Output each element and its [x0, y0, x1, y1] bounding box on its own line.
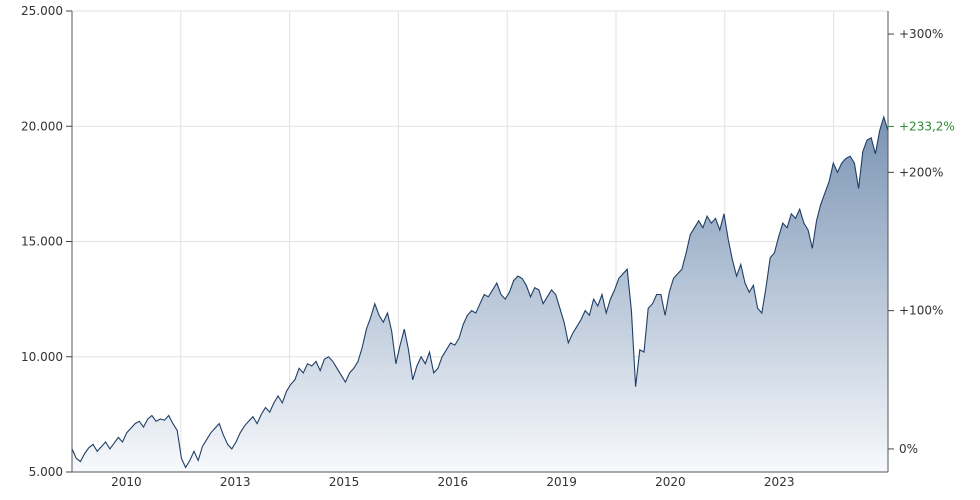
y-left-tick-label: 5.000	[29, 465, 63, 479]
y-left-tick-label: 20.000	[21, 119, 63, 133]
x-tick-label: 2019	[546, 475, 577, 489]
y-left-tick-label: 25.000	[21, 4, 63, 18]
current-change-label: +233,2%	[899, 119, 955, 133]
y-left-tick-label: 15.000	[21, 235, 63, 249]
x-tick-label: 2016	[438, 475, 469, 489]
y-right-tick-label: +200%	[899, 165, 943, 179]
x-tick-label: 2023	[764, 475, 795, 489]
x-tick-label: 2010	[111, 475, 142, 489]
x-tick-label: 2013	[220, 475, 251, 489]
y-right-tick-label: +100%	[899, 304, 943, 318]
x-tick-label: 2020	[655, 475, 686, 489]
y-right-tick-label: +300%	[899, 27, 943, 41]
y-left-tick-label: 10.000	[21, 350, 63, 364]
axes: 5.000 10.000 15.000 20.000 25.000 2010 2013 201…	[21, 4, 955, 489]
area-fill	[72, 117, 888, 472]
y-right-tick-label: 0%	[899, 442, 918, 456]
x-tick-label: 2015	[329, 475, 360, 489]
price-line	[71, 115, 889, 469]
